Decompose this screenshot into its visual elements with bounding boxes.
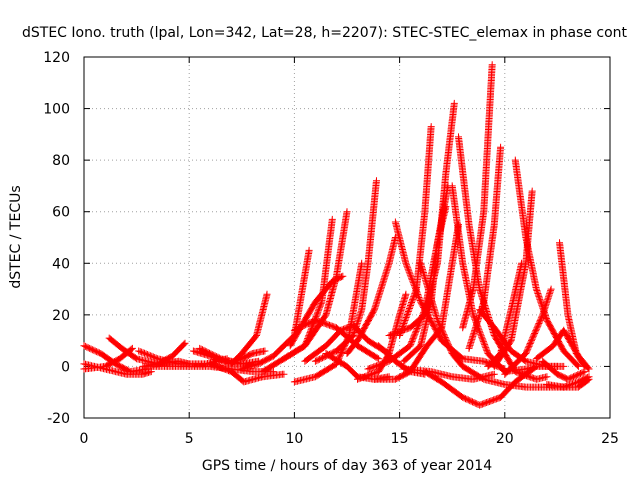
x-axis-label: GPS time / hours of day 363 of year 2014 [202, 458, 492, 474]
data-point-markers [343, 234, 399, 357]
series-arc [311, 177, 380, 365]
data-point-markers [206, 360, 288, 386]
data-point-markers [223, 347, 269, 368]
data-point-markers [465, 143, 505, 352]
data-point-markers [396, 123, 435, 339]
y-tick-label: 40 [52, 256, 70, 272]
series-arc [290, 316, 383, 363]
plot-frame [83, 56, 611, 419]
y-tick-label: 0 [61, 359, 70, 375]
data-point-markers [501, 285, 555, 378]
y-tick-label: -20 [47, 411, 70, 427]
series-arc [343, 234, 399, 357]
series-arc [459, 61, 496, 332]
x-tick-label: 20 [496, 431, 514, 447]
data-point-markers [490, 187, 536, 370]
x-tick-label: 25 [601, 431, 619, 447]
y-tick-label: 100 [43, 102, 70, 118]
axis-ticks [83, 56, 611, 419]
data-points [80, 61, 593, 409]
data-point-markers [311, 177, 380, 365]
series-arc [539, 357, 589, 383]
series-arc [543, 373, 593, 391]
x-tick-label: 15 [391, 431, 409, 447]
data-point-markers [484, 259, 526, 370]
series-arc [206, 360, 288, 386]
series-arc [465, 143, 505, 352]
series-arc [223, 347, 269, 368]
data-point-markers [532, 326, 593, 373]
y-tick-label: 80 [52, 153, 70, 169]
x-tick-label: 5 [185, 431, 194, 447]
y-tick-label: 20 [52, 308, 70, 324]
y-tick-label: 60 [52, 205, 70, 221]
y-axis-label: dSTEC / TECUs [8, 185, 24, 288]
tick-labels: 0 5 10 15 20 25 -20 0 20 40 60 80 100 120 [43, 50, 619, 447]
series-arc [484, 259, 526, 370]
series-arc [532, 326, 593, 373]
y-tick-label: 120 [43, 50, 70, 66]
series-arc [501, 285, 555, 378]
data-point-markers [400, 365, 498, 383]
data-point-markers [539, 357, 589, 383]
series-arc [396, 123, 435, 339]
data-point-markers [459, 61, 496, 332]
series-arc [490, 187, 536, 370]
data-point-markers [290, 316, 383, 363]
x-tick-label: 0 [80, 431, 89, 447]
series-arc [400, 365, 498, 383]
x-tick-label: 10 [285, 431, 303, 447]
chart-title: dSTEC Iono. truth (lpal, Lon=342, Lat=28… [22, 25, 628, 41]
data-point-markers [543, 373, 593, 391]
